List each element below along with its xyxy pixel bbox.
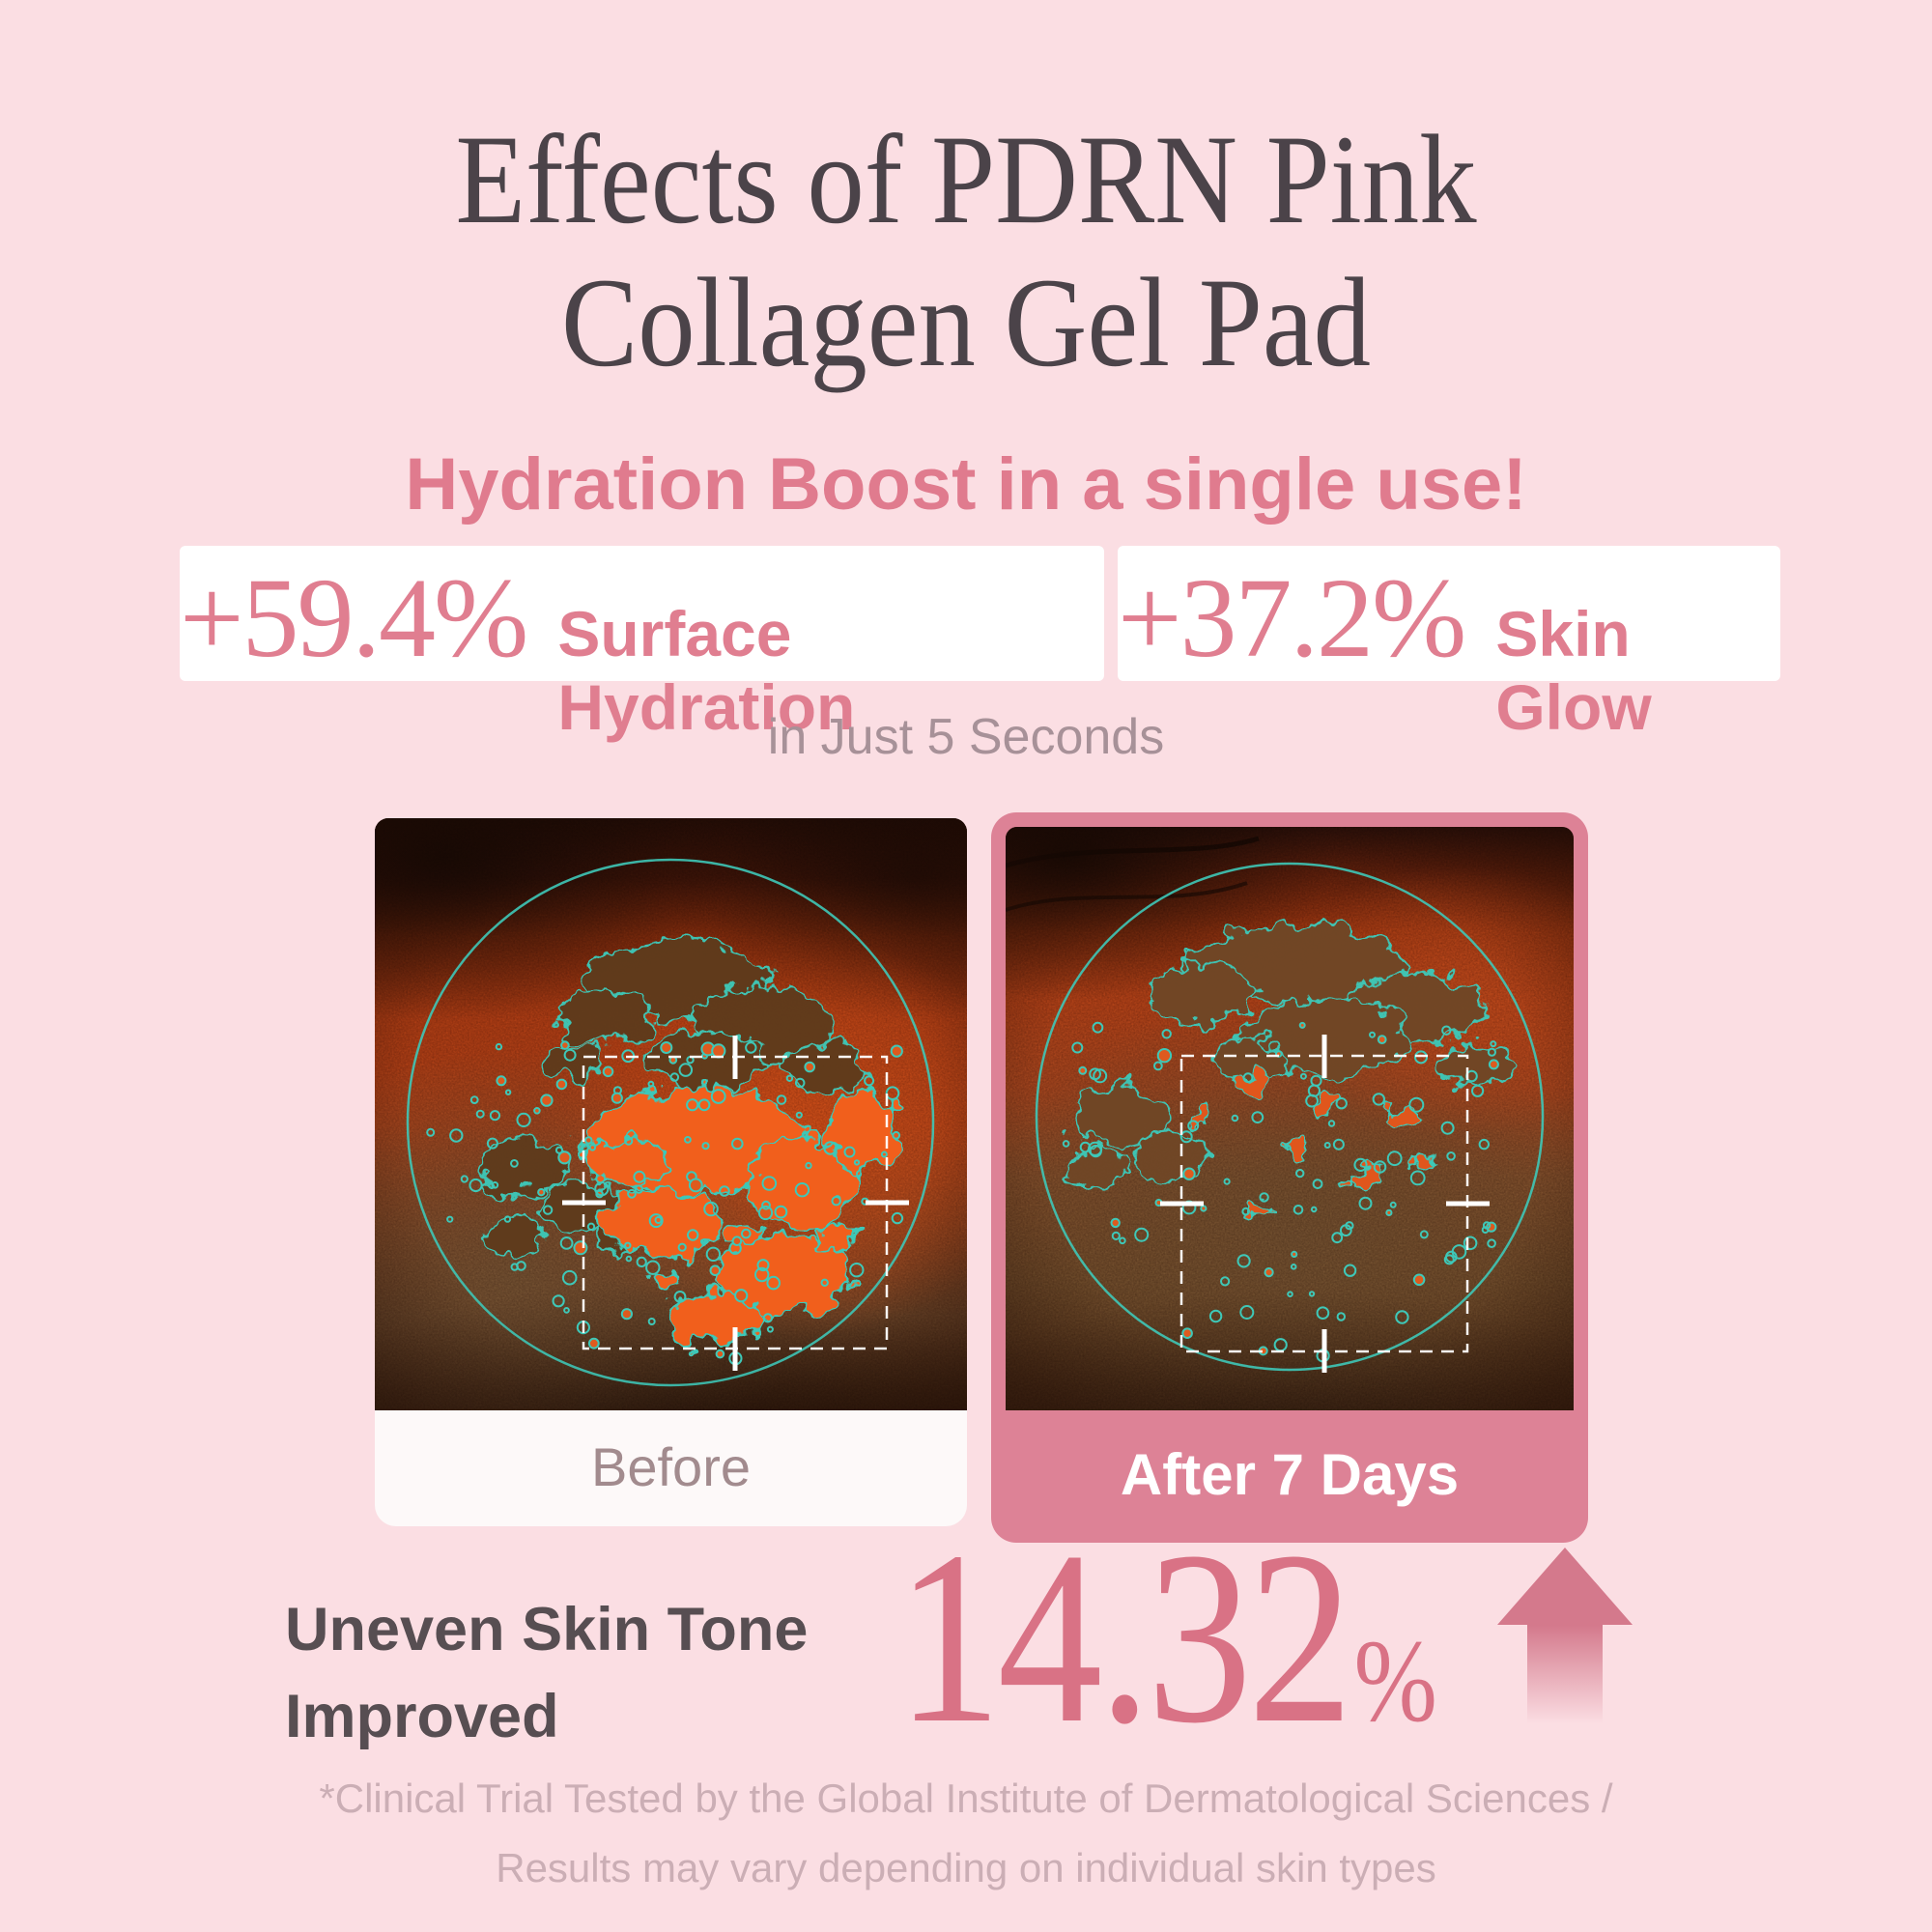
result-heading-line2: Improved bbox=[285, 1683, 559, 1750]
footnote: *Clinical Trial Tested by the Global Ins… bbox=[0, 1764, 1932, 1903]
after-image-frame bbox=[1006, 827, 1574, 1410]
page-title-line2: Collagen Gel Pad bbox=[560, 251, 1372, 393]
footnote-line1: *Clinical Trial Tested by the Global Ins… bbox=[319, 1776, 1613, 1821]
stat-value-surface-hydration: +59.4% bbox=[180, 554, 528, 681]
result-heading: Uneven Skin Tone Improved bbox=[285, 1586, 808, 1760]
stats-row: +59.4% Surface Hydration +37.2% Skin Glo… bbox=[180, 546, 1780, 743]
page-title-line1: Effects of PDRN Pink bbox=[455, 108, 1477, 250]
result-heading-line1: Uneven Skin Tone bbox=[285, 1596, 809, 1663]
after-card: After 7 Days bbox=[991, 812, 1588, 1543]
result-value: 14.32% bbox=[896, 1515, 1437, 1762]
after-skin-image bbox=[1006, 827, 1574, 1410]
subtitle: Hydration Boost in a single use! bbox=[405, 443, 1527, 526]
stat-skin-glow: +37.2% Skin Glow bbox=[1118, 546, 1780, 743]
measurement-frame bbox=[562, 1036, 909, 1371]
tagline: in Just 5 Seconds bbox=[767, 709, 1165, 765]
result-value-unit: % bbox=[1353, 1616, 1437, 1747]
before-image-frame bbox=[375, 818, 967, 1410]
stat-value-skin-glow: +37.2% bbox=[1118, 554, 1466, 681]
before-skin-image bbox=[375, 818, 967, 1410]
page-title: Effects of PDRN Pink Collagen Gel Pad bbox=[0, 108, 1932, 394]
footnote-line2: Results may vary depending on individual… bbox=[496, 1845, 1436, 1890]
after-label: After 7 Days bbox=[1120, 1442, 1460, 1507]
measurement-frame bbox=[1160, 1035, 1490, 1373]
before-label: Before bbox=[375, 1410, 967, 1526]
stat-label-skin-glow: Skin Glow bbox=[1495, 598, 1652, 743]
up-arrow-icon bbox=[1497, 1548, 1633, 1733]
before-card: Before bbox=[375, 818, 967, 1526]
result-value-number: 14.32 bbox=[896, 1501, 1353, 1775]
stat-surface-hydration: +59.4% Surface Hydration bbox=[180, 546, 1104, 743]
stat-label-surface-hydration: Surface Hydration bbox=[557, 598, 856, 743]
